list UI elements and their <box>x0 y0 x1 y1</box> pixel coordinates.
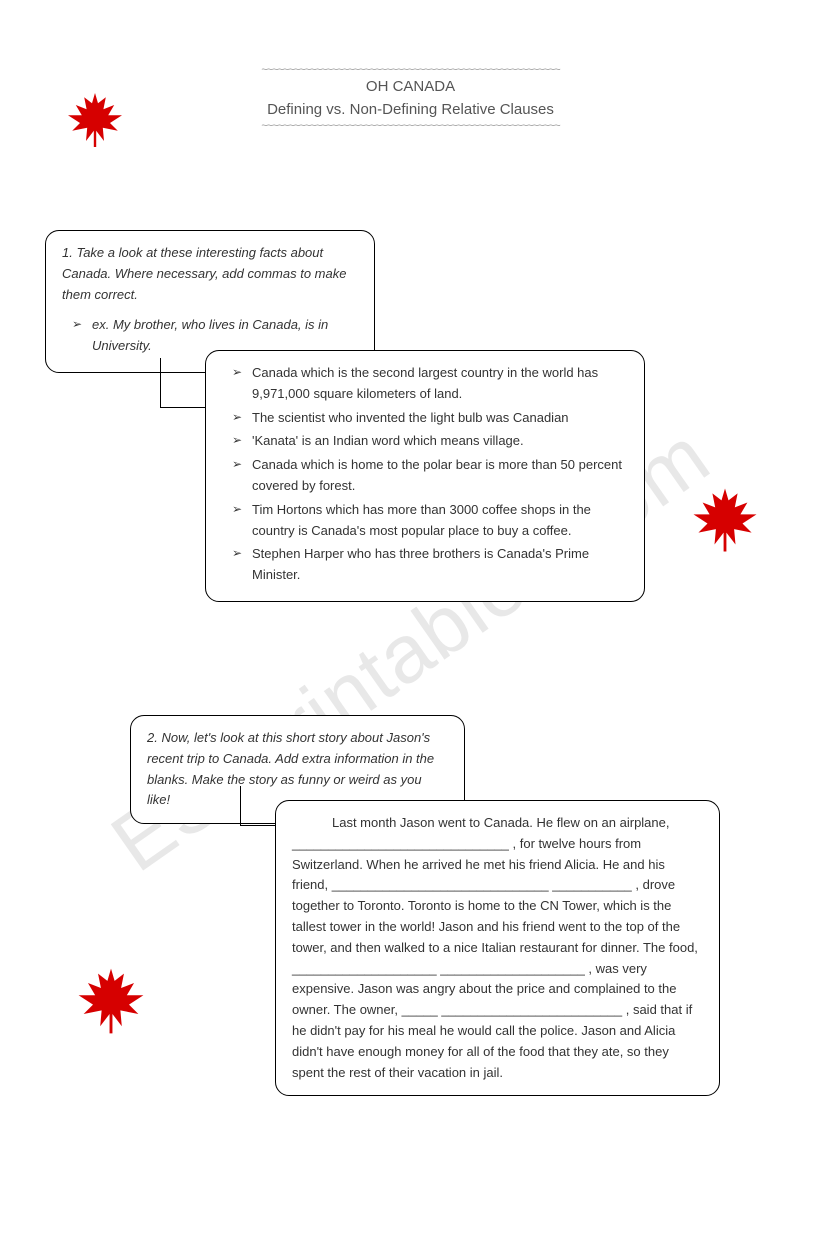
instruction-text-1: 1. Take a look at these interesting fact… <box>62 243 358 305</box>
wavy-divider: ~~~~~~~~~~~~~~~~~~~~~~~~~~~~~~~~~~~~~~~~… <box>0 65 821 76</box>
facts-box: Canada which is the second largest count… <box>205 350 645 602</box>
facts-list: Canada which is the second largest count… <box>222 363 628 586</box>
fact-item: Stephen Harper who has three brothers is… <box>232 544 628 586</box>
connector-line <box>240 786 280 826</box>
story-text: Last month Jason went to Canada. He flew… <box>292 813 703 1083</box>
page-content: ~~~~~~~~~~~~~~~~~~~~~~~~~~~~~~~~~~~~~~~~… <box>0 65 821 132</box>
fact-item: Canada which is home to the polar bear i… <box>232 455 628 497</box>
maple-leaf-icon <box>75 965 147 1037</box>
instruction-text-2: 2. Now, let's look at this short story a… <box>147 728 448 811</box>
story-box: Last month Jason went to Canada. He flew… <box>275 800 720 1096</box>
fact-item: 'Kanata' is an Indian word which means v… <box>232 431 628 452</box>
fact-item: The scientist who invented the light bul… <box>232 408 628 429</box>
connector-line <box>160 358 210 408</box>
maple-leaf-icon <box>690 485 760 555</box>
fact-item: Tim Hortons which has more than 3000 cof… <box>232 500 628 542</box>
fact-item: Canada which is the second largest count… <box>232 363 628 405</box>
maple-leaf-icon <box>65 90 125 150</box>
